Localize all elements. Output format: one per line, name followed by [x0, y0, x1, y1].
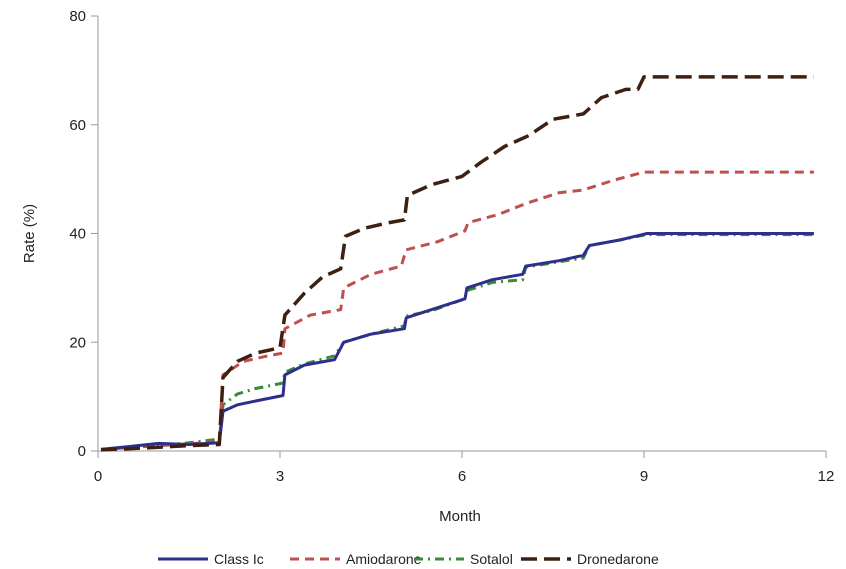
y-tick-label: 40 [69, 226, 86, 243]
series-line-sotalol [100, 233, 814, 451]
series-line-amiodarone [100, 170, 814, 451]
y-axis-title: Rate (%) [21, 204, 38, 263]
series-line-dronedarone [100, 75, 814, 452]
x-tick-label: 6 [458, 468, 466, 485]
legend: Class Ic Amiodarone Sotalol Dronedarone [158, 551, 659, 567]
legend-label: Amiodarone [346, 551, 422, 567]
x-tick-label: 3 [276, 468, 284, 485]
y-tick-label: 20 [69, 334, 86, 351]
x-axis-title: Month [439, 508, 481, 525]
y-tick-label: 0 [78, 443, 86, 460]
x-tick-label: 0 [94, 468, 102, 485]
series-line-class-ic [100, 232, 814, 451]
axes: 0 20 40 60 80 0 3 6 9 12 [69, 8, 834, 485]
x-tick-label: 12 [818, 468, 835, 485]
legend-label: Class Ic [214, 551, 264, 567]
x-tick-label: 9 [640, 468, 648, 485]
y-tick-label: 60 [69, 117, 86, 134]
legend-label: Sotalol [470, 551, 513, 567]
plot-area [100, 75, 814, 452]
legend-label: Dronedarone [577, 551, 659, 567]
y-tick-label: 80 [69, 8, 86, 25]
